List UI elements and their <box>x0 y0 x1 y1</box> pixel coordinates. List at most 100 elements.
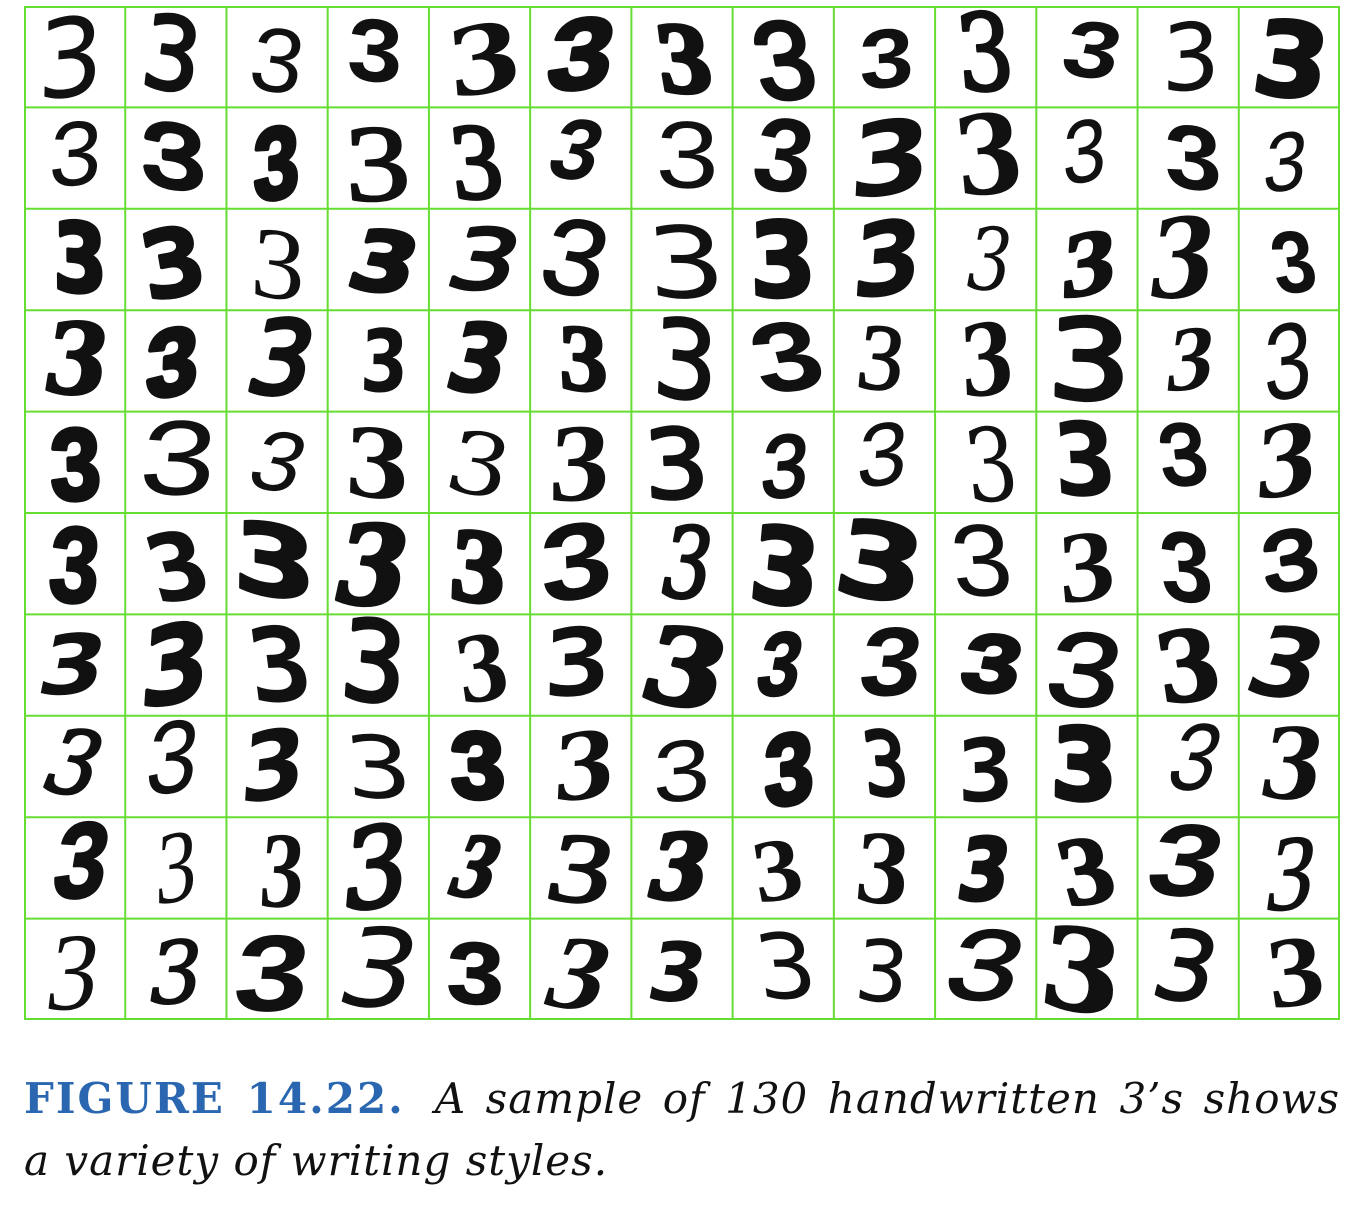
digit-cell: 3 <box>655 102 719 210</box>
handwritten-digit: 3 <box>1255 512 1326 621</box>
digit-cell: 3 <box>336 800 416 939</box>
digit-cell: 3 <box>1155 509 1217 625</box>
handwritten-digit: 3 <box>951 6 1018 117</box>
digit-cell: 3 <box>1244 6 1338 126</box>
handwritten-digit: 3 <box>443 6 526 121</box>
handwritten-digit: 3 <box>846 95 934 223</box>
handwritten-digit: 3 <box>1056 507 1117 626</box>
handwritten-digit: 3 <box>359 312 410 413</box>
handwritten-digit: 3 <box>154 806 199 928</box>
digit-cell: 3 <box>1261 912 1329 1020</box>
handwritten-digit: 3 <box>1155 509 1217 625</box>
digit-cell: 3 <box>143 303 202 422</box>
handwritten-digit: 3 <box>827 497 932 630</box>
digit-cell: 3 <box>1034 898 1129 1020</box>
handwritten-digit: 3 <box>340 716 416 819</box>
caption-text: A sample of 130 handwritten 3’s shows a … <box>24 1074 1340 1185</box>
handwritten-digit: 3 <box>850 610 930 726</box>
handwritten-digit: 3 <box>1047 296 1132 426</box>
handwritten-digit: 3 <box>538 496 615 628</box>
handwritten-digit: 3 <box>232 499 317 628</box>
digit-cell: 3 <box>851 922 913 1020</box>
digit-cell: 3 <box>336 593 413 733</box>
handwritten-digit: 3 <box>138 105 208 220</box>
digit-cell: 3 <box>557 303 610 415</box>
digit-cell: 3 <box>640 406 713 523</box>
figure-caption: FIGURE 14.22. A sample of 130 handwritten… <box>24 1068 1340 1192</box>
handwritten-digit: 3 <box>653 720 711 823</box>
handwritten-digit: 3 <box>748 914 823 1019</box>
digit-cell: 3 <box>547 400 613 526</box>
handwritten-digit: 3 <box>447 506 510 628</box>
handwritten-digit: 3 <box>850 404 913 517</box>
handwritten-digit: 3 <box>956 719 1015 824</box>
digit-cell: 3 <box>44 104 107 216</box>
digit-cell: 3 <box>136 103 211 224</box>
digit-cell: 3 <box>343 6 406 112</box>
handwritten-digit: 3 <box>240 604 319 727</box>
digit-cell: 3 <box>1049 401 1121 520</box>
digit-cell: 3 <box>445 504 512 631</box>
handwritten-digit: 3 <box>1162 6 1220 114</box>
handwritten-digit: 3 <box>542 607 611 720</box>
digit-cell: 3 <box>859 11 915 108</box>
digit-cell: 3 <box>446 711 509 821</box>
digit-cell: 3 <box>444 100 510 224</box>
digit-cell: 3 <box>237 707 309 827</box>
digit-cell: 3 <box>850 812 915 927</box>
handwritten-digit: 3 <box>558 304 608 413</box>
digit-cell: 3 <box>228 913 317 1020</box>
handwritten-digit: 3 <box>850 812 915 927</box>
handwritten-digit: 3 <box>237 707 309 827</box>
handwritten-digit: 3 <box>550 711 618 824</box>
digit-cell: 3 <box>445 923 505 1020</box>
digit-cell: 3 <box>1251 400 1321 525</box>
digit-cell: 3 <box>248 204 308 325</box>
handwritten-digit: 3 <box>747 200 818 322</box>
digit-cell: 3 <box>958 300 1017 422</box>
handwritten-digit: 3 <box>44 104 107 216</box>
digit-cell: 3 <box>1056 507 1117 626</box>
digit-cell: 3 <box>949 89 1029 222</box>
handwritten-digit: 3 <box>1261 912 1329 1020</box>
grid-lines <box>24 6 1340 1020</box>
handwritten-digit: 3 <box>642 408 712 522</box>
handwritten-digit: 3 <box>145 305 200 419</box>
digit-cell: 3 <box>757 415 814 519</box>
handwritten-digit: 3 <box>253 103 299 224</box>
handwritten-digit: 3 <box>137 597 212 733</box>
digit-cell: 3 <box>1058 205 1120 320</box>
handwritten-digit: 3 <box>945 503 1018 619</box>
digit-cell: 3 <box>154 806 199 928</box>
handwritten-digit: 3 <box>547 400 613 526</box>
handwritten-digit: 3 <box>1060 102 1109 215</box>
handwritten-digit-grid: 3 3 3 3 3 3 3 3 3 3 3 3 33 3 3 3 3 3 3 3 3 3 3 3 33 3 3 3 33 3 3 3 3 3 3 33… <box>24 6 1340 1020</box>
digit-cell: 3 <box>44 502 105 628</box>
digit-cell: 3 <box>956 719 1015 824</box>
handwritten-digit: 3 <box>851 922 913 1020</box>
digit-cell: 3 <box>850 404 913 517</box>
handwritten-digit: 3 <box>1059 207 1118 319</box>
handwritten-digit: 3 <box>445 101 507 222</box>
handwritten-digit: 3 <box>248 204 308 325</box>
digit-cell: 3 <box>653 720 711 823</box>
digit-cell: 3 <box>251 101 301 226</box>
figure-label: FIGURE 14.22. <box>24 1074 405 1123</box>
handwritten-digit: 3 <box>1163 103 1223 212</box>
digit-cell: 3 <box>762 708 816 831</box>
digit-cell: 3 <box>130 402 225 529</box>
handwritten-digit: 3 <box>1049 401 1121 520</box>
handwritten-digit: 3 <box>338 802 414 937</box>
digit-cell: 3 <box>1263 297 1312 425</box>
digit-cell: 3 <box>342 100 414 225</box>
digit-cell: 3 <box>538 496 615 628</box>
handwritten-digit: 3 <box>655 102 719 210</box>
digit-cell: 3 <box>36 6 105 126</box>
digit-cell: 3 <box>649 293 722 430</box>
handwritten-digit: 3 <box>228 913 317 1020</box>
handwritten-digit: 3 <box>764 710 814 829</box>
digit-cell: 3 <box>47 405 104 524</box>
digit-cell: 3 <box>850 610 930 726</box>
digit-cell: 3 <box>136 596 215 735</box>
